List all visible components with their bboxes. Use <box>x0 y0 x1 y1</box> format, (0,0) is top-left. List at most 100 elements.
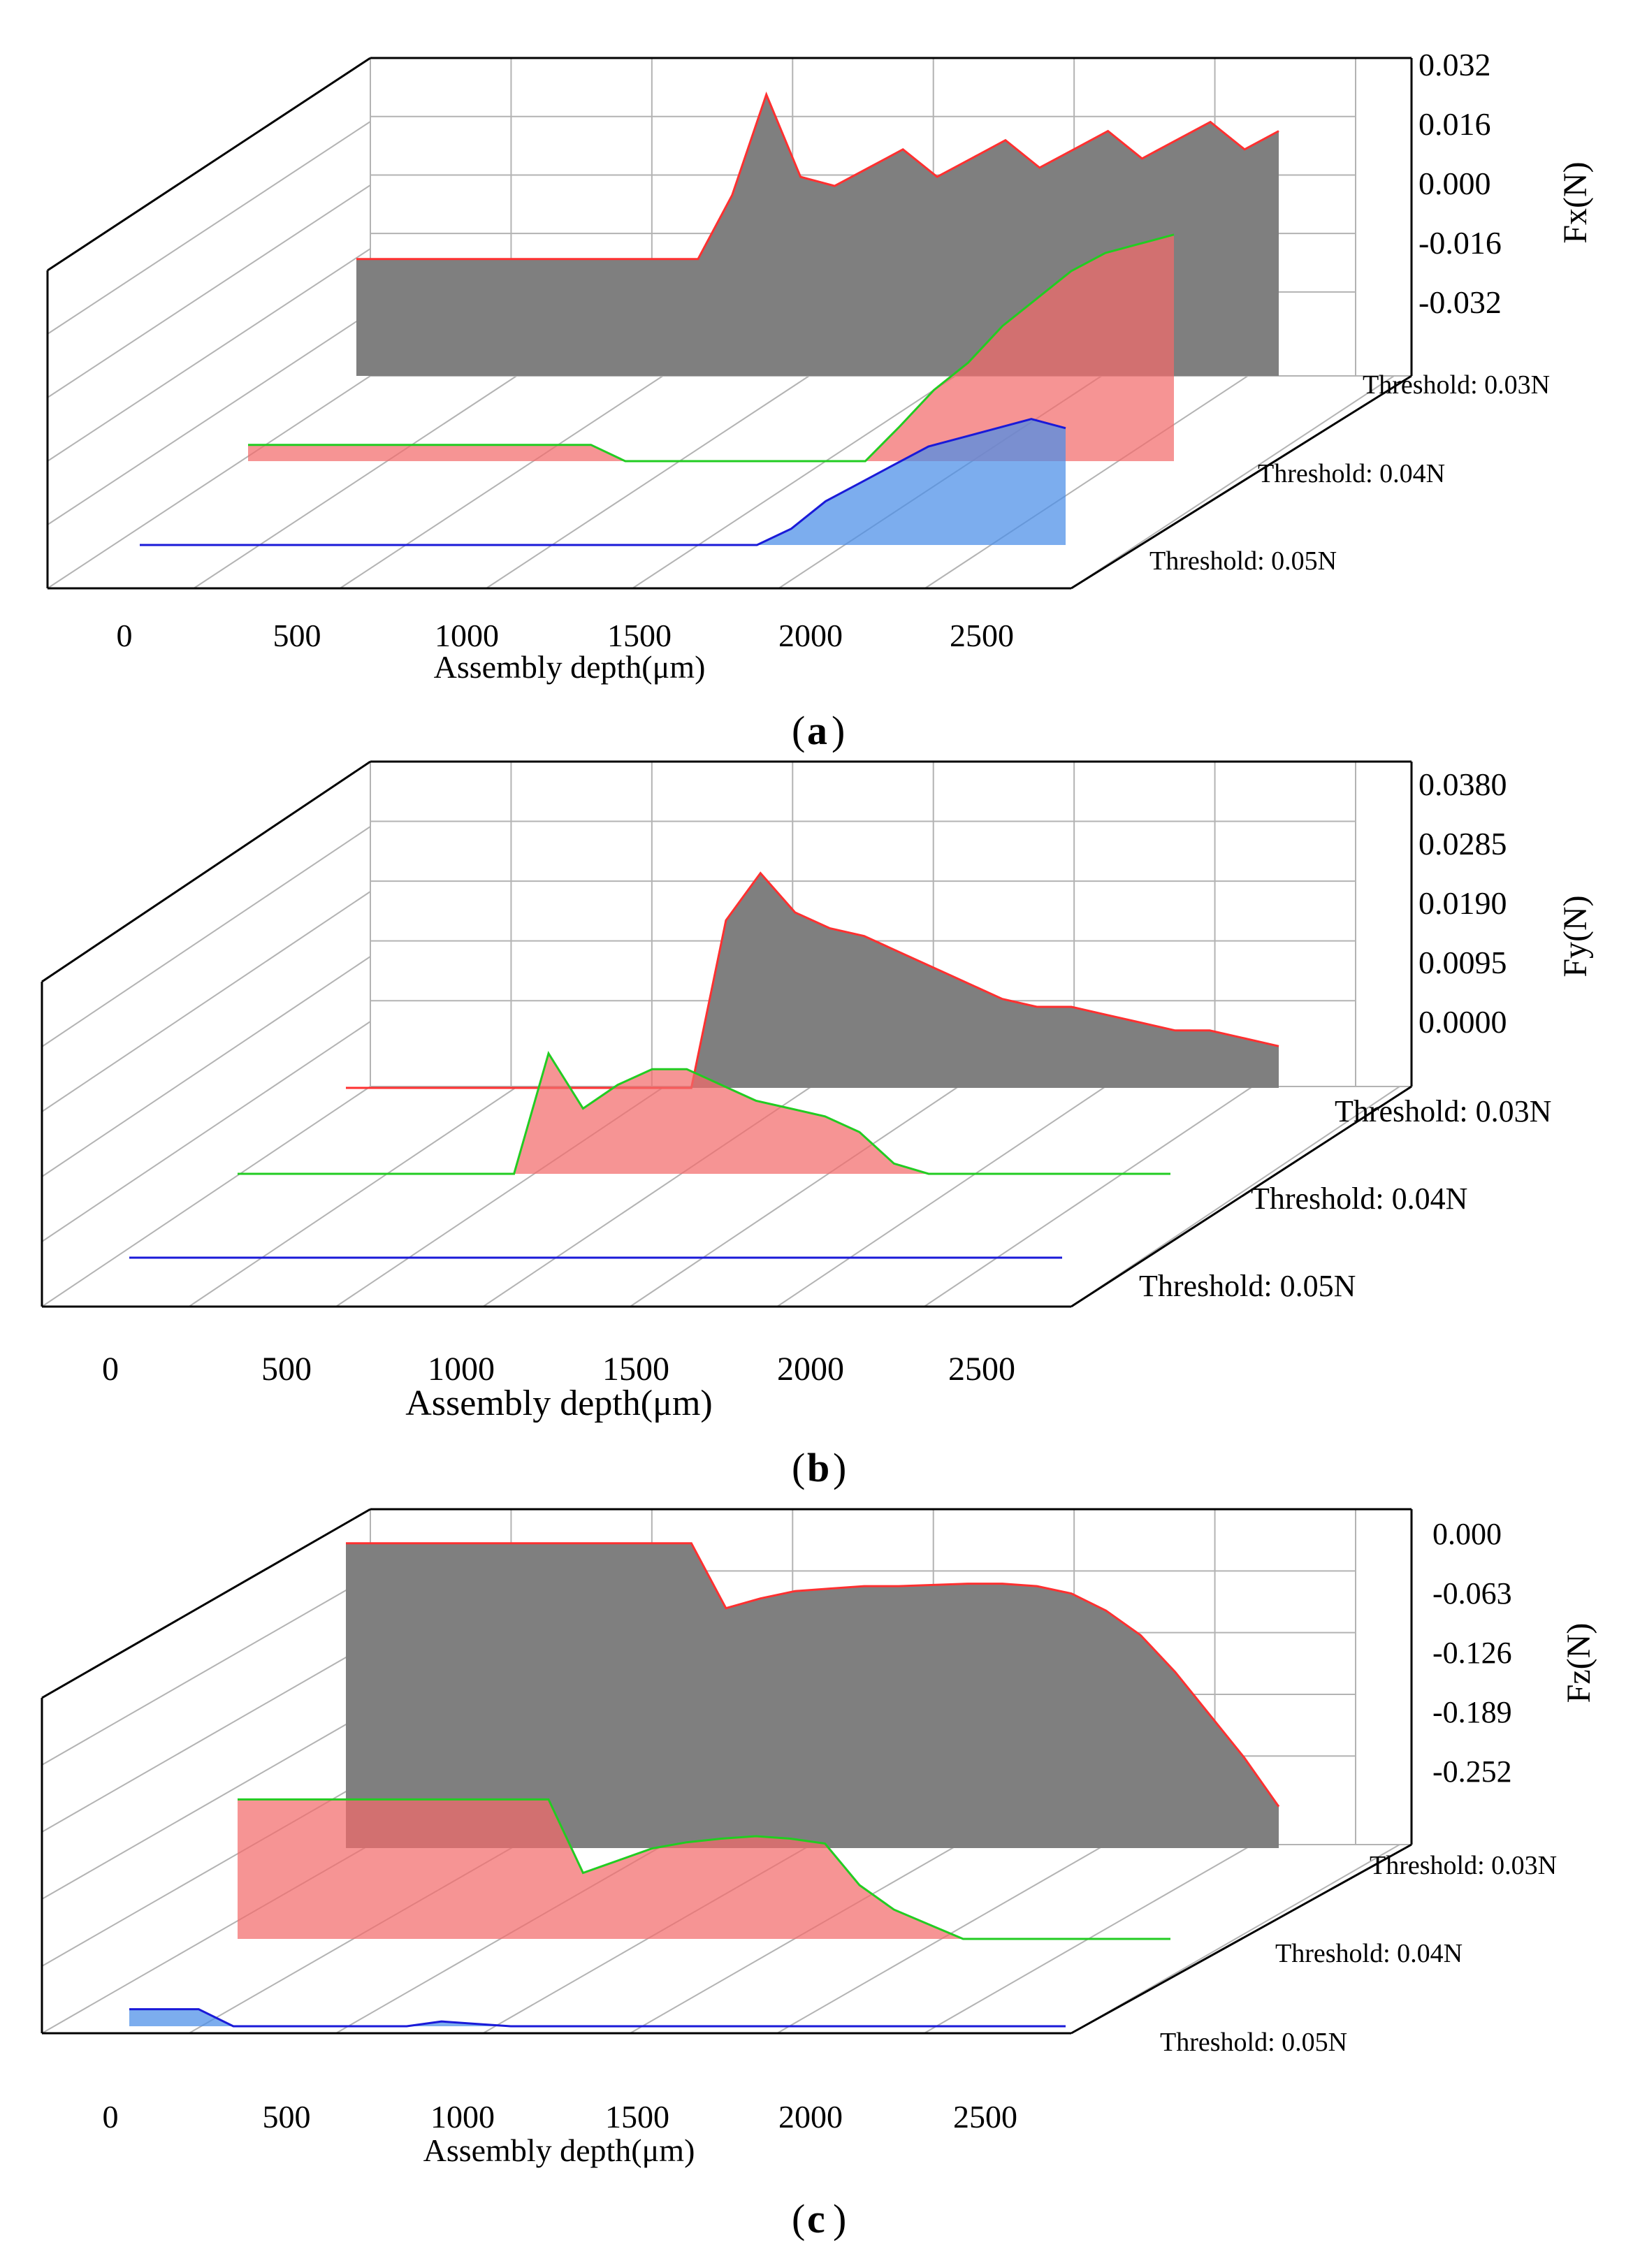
x-tick-label: 1500 <box>602 1351 669 1388</box>
series-label: Threshold: 0.05N <box>1139 1269 1356 1303</box>
grid-line <box>41 891 371 1112</box>
grid-line <box>924 1086 1254 1307</box>
x-tick-label: 2500 <box>948 1351 1015 1388</box>
grid-line <box>41 1643 371 1833</box>
grid-line <box>632 375 956 589</box>
y-axis-label: Fz(N) <box>1560 1623 1597 1703</box>
y-tick-label: 0.000 <box>1432 1517 1502 1551</box>
axis-line <box>1071 1843 1412 2035</box>
series-label: Threshold: 0.04N <box>1258 459 1445 488</box>
panel-label-close: ) <box>832 708 845 753</box>
series-line-2 <box>248 233 1175 463</box>
axis-line <box>1071 1085 1412 1308</box>
x-tick-label: 2000 <box>778 2099 843 2135</box>
x-tick-label: 2000 <box>778 618 843 653</box>
panel-label: c <box>807 2196 825 2241</box>
x-axis-label: Assembly depth(μm) <box>423 2132 695 2168</box>
y-tick-label: -0.189 <box>1432 1695 1512 1729</box>
grid-line <box>340 375 664 589</box>
area-series-group <box>129 871 1279 1259</box>
x-axis-label: Assembly depth(μm) <box>405 1383 713 1423</box>
panel-label: a <box>807 708 827 753</box>
x-tick-label: 1000 <box>430 2099 495 2135</box>
x-tick-label: 0 <box>117 618 133 653</box>
panel-a: 0.032 0.016 0.000 -0.016 -0.032 Fx(N) Th… <box>46 47 1594 753</box>
axis-line <box>41 760 371 983</box>
grid-line <box>776 1086 1106 1307</box>
x-tick-label: 0 <box>103 2099 119 2135</box>
series-label: Threshold: 0.03N <box>1335 1094 1551 1128</box>
panel-label-close: ) <box>833 2196 846 2241</box>
y-tick-label: 0.0000 <box>1419 1004 1507 1040</box>
y-tick-label: -0.252 <box>1432 1754 1512 1789</box>
series-line-1 <box>346 871 1279 1089</box>
series-label: Threshold: 0.04N <box>1275 1939 1463 1968</box>
series-label: Threshold: 0.03N <box>1370 1851 1557 1880</box>
y-axis-label: Fy(N) <box>1557 895 1594 977</box>
y-tick-label: 0.0095 <box>1419 945 1507 980</box>
y-tick-label: 0.032 <box>1419 47 1491 82</box>
grid-line <box>41 826 371 1047</box>
series-line-3 <box>140 418 1066 546</box>
x-tick-label: 2500 <box>953 2099 1017 2135</box>
panel-label-open: ( <box>792 2196 805 2241</box>
area-fill-2 <box>238 1799 1170 1939</box>
series-label: Threshold: 0.03N <box>1363 370 1550 400</box>
area-fill-3 <box>129 2009 1066 2026</box>
series-line-2 <box>238 1798 1170 1940</box>
grid-line <box>188 1086 518 1307</box>
grid-line <box>47 248 371 462</box>
grid-line <box>486 375 810 589</box>
panel-label-close: ) <box>833 1445 846 1490</box>
panel-label-open: ( <box>792 1445 805 1490</box>
grid-line <box>193 375 517 589</box>
axis-line <box>1071 375 1412 590</box>
series-label: Threshold: 0.04N <box>1251 1182 1467 1216</box>
x-tick-label: 1500 <box>605 2099 669 2135</box>
grid-line <box>924 375 1249 589</box>
x-tick-label: 1000 <box>428 1351 495 1388</box>
x-tick-label: 500 <box>261 1351 312 1388</box>
panel-c: 0.000 -0.063 -0.126 -0.189 -0.252 Fz(N) … <box>41 1508 1597 2241</box>
panel-b: 0.0380 0.0285 0.0190 0.0095 0.0000 Fy(N)… <box>41 760 1594 1490</box>
x-axis-label: Assembly depth(μm) <box>434 649 706 685</box>
y-axis-label: Fx(N) <box>1557 161 1594 243</box>
axes-frame <box>41 760 1413 1308</box>
panel-label-open: ( <box>792 708 805 753</box>
series-line-2 <box>238 1051 1170 1175</box>
grid-line <box>41 1021 371 1242</box>
grid-line <box>47 312 371 525</box>
area-fill-3 <box>140 419 1066 545</box>
y-tick-label: -0.063 <box>1432 1576 1512 1611</box>
x-tick-label: 1000 <box>435 618 499 653</box>
panel-label: b <box>807 1445 829 1490</box>
y-tick-label: 0.0380 <box>1419 766 1507 802</box>
grid-line <box>630 1086 959 1307</box>
y-tick-label: -0.126 <box>1432 1636 1512 1670</box>
grid-line <box>41 1710 371 1900</box>
area-fill-1 <box>346 873 1279 1088</box>
area-series-group <box>140 92 1279 546</box>
y-tick-label: 0.0190 <box>1419 885 1507 921</box>
y-tick-label: 0.016 <box>1419 106 1491 142</box>
series-line-1 <box>346 1542 1280 1808</box>
area-fill-2 <box>248 234 1174 461</box>
grid-line <box>1071 1086 1400 1307</box>
series-label: Threshold: 0.05N <box>1160 2028 1347 2057</box>
grid-line <box>41 1576 371 1766</box>
series-line-1 <box>356 92 1279 261</box>
area-fill-2 <box>238 1053 1170 1174</box>
x-tick-label: 500 <box>273 618 321 653</box>
x-tick-label: 2500 <box>950 618 1014 653</box>
grid-line <box>41 1086 371 1307</box>
y-tick-label: -0.032 <box>1419 284 1502 320</box>
y-tick-label: -0.016 <box>1419 225 1502 261</box>
series-line-3 <box>129 2008 1066 2028</box>
grid-line <box>47 184 371 398</box>
x-tick-label: 2000 <box>777 1351 844 1388</box>
x-tick-label: 500 <box>263 2099 311 2135</box>
y-tick-label: 0.000 <box>1419 166 1491 201</box>
grid-line <box>1071 375 1395 589</box>
area-fill-1 <box>346 1543 1279 1848</box>
